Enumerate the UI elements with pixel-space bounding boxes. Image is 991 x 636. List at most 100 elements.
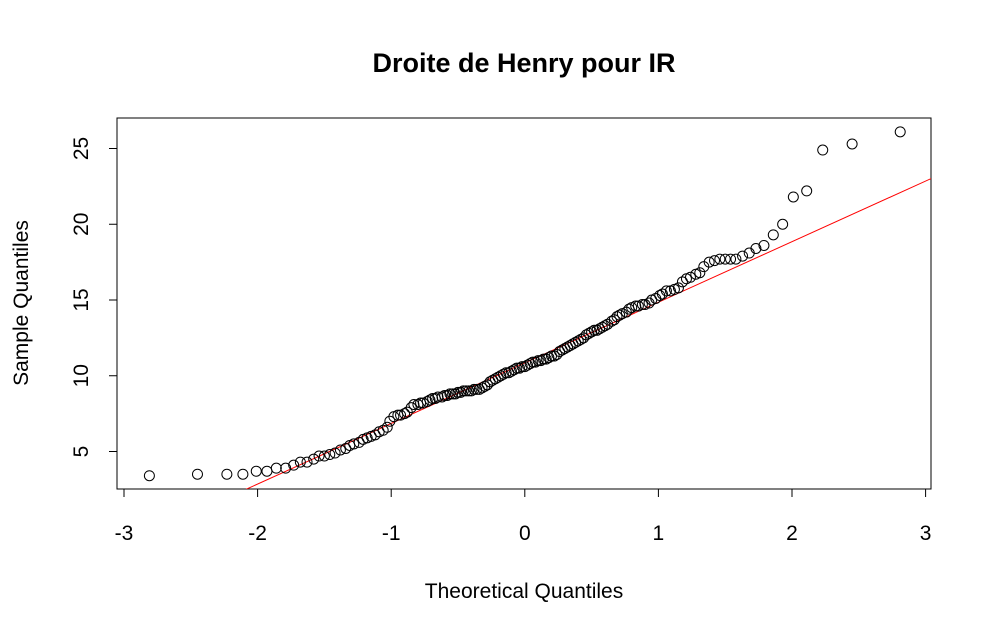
data-point <box>415 397 427 409</box>
data-point <box>540 353 552 365</box>
data-point <box>538 353 550 365</box>
data-point <box>527 356 539 368</box>
data-point <box>294 456 306 468</box>
data-point <box>449 388 461 400</box>
data-point <box>452 386 464 398</box>
data-point <box>191 468 203 480</box>
data-point <box>270 462 282 474</box>
data-point <box>572 335 584 347</box>
x-tick-label: -2 <box>248 522 267 545</box>
data-point <box>521 359 533 371</box>
data-point <box>817 144 829 156</box>
data-point <box>377 424 389 436</box>
data-point <box>656 288 668 300</box>
data-point <box>588 324 600 336</box>
data-point <box>424 394 436 406</box>
data-point <box>381 421 393 433</box>
x-tick-label: 1 <box>653 522 665 545</box>
data-point <box>313 450 325 462</box>
data-point <box>743 247 755 259</box>
data-point <box>672 282 684 294</box>
data-point <box>586 326 598 338</box>
data-point <box>630 300 642 312</box>
data-point <box>143 470 155 482</box>
data-point <box>441 389 453 401</box>
data-point <box>495 370 507 382</box>
x-axis-label: Theoretical Quantiles <box>425 580 623 603</box>
data-point <box>703 256 715 268</box>
data-point <box>543 352 555 364</box>
data-point <box>444 388 456 400</box>
data-point <box>447 388 459 400</box>
data-point <box>334 444 346 456</box>
data-point <box>465 385 477 397</box>
data-point <box>348 438 360 450</box>
data-point <box>787 191 799 203</box>
data-point <box>529 356 541 368</box>
data-point <box>460 385 472 397</box>
data-point <box>709 255 721 267</box>
data-point <box>308 453 320 465</box>
data-point <box>318 450 330 462</box>
data-point <box>471 383 483 395</box>
data-point <box>801 185 813 197</box>
x-axis: -3 -2 -1 0 1 2 3 <box>115 488 932 545</box>
data-point <box>516 361 528 373</box>
x-tick-label: 2 <box>786 522 798 545</box>
data-point <box>288 459 300 471</box>
data-point <box>767 229 779 241</box>
data-point <box>457 385 469 397</box>
data-point <box>535 355 547 367</box>
data-point <box>524 358 536 370</box>
data-point <box>421 396 433 408</box>
data-point <box>636 299 648 311</box>
data-point <box>280 462 292 474</box>
y-axis-label: Sample Quantiles <box>10 220 33 386</box>
data-point <box>392 409 404 421</box>
data-point <box>463 385 475 397</box>
y-axis: 5 10 15 20 25 <box>70 137 118 457</box>
data-point <box>399 408 411 420</box>
x-tick-label: 3 <box>920 522 932 545</box>
y-tick-label: 10 <box>70 364 93 387</box>
data-point <box>329 447 341 459</box>
data-point <box>750 242 762 254</box>
data-point <box>468 383 480 395</box>
data-point <box>894 126 906 138</box>
chart-title: Droite de Henry pour IR <box>372 48 675 78</box>
data-point <box>719 253 731 265</box>
data-point <box>596 321 608 333</box>
data-point <box>730 253 742 265</box>
data-point <box>737 250 749 262</box>
data-point <box>436 391 448 403</box>
data-point <box>583 327 595 339</box>
x-tick-label: 0 <box>519 522 531 545</box>
data-point <box>505 365 517 377</box>
data-point <box>614 309 626 321</box>
x-tick-label: -3 <box>115 522 134 545</box>
data-point <box>758 239 770 251</box>
data-points <box>143 126 906 482</box>
plot-frame <box>116 117 932 490</box>
y-tick-label: 20 <box>70 213 93 236</box>
data-point <box>405 402 417 414</box>
data-point <box>455 386 467 398</box>
data-point <box>301 456 313 468</box>
data-point <box>660 285 672 297</box>
data-point <box>714 253 726 265</box>
data-point <box>439 389 451 401</box>
data-point <box>725 253 737 265</box>
y-tick-label: 15 <box>70 288 93 311</box>
x-tick-label: -1 <box>382 522 401 545</box>
data-point <box>846 138 858 150</box>
data-point <box>497 368 509 380</box>
data-point <box>694 267 706 279</box>
data-point <box>261 465 273 477</box>
data-point <box>324 449 336 461</box>
data-point <box>532 355 544 367</box>
data-point <box>250 465 262 477</box>
data-point <box>221 468 233 480</box>
y-tick-label: 25 <box>70 137 93 160</box>
data-point <box>508 364 520 376</box>
